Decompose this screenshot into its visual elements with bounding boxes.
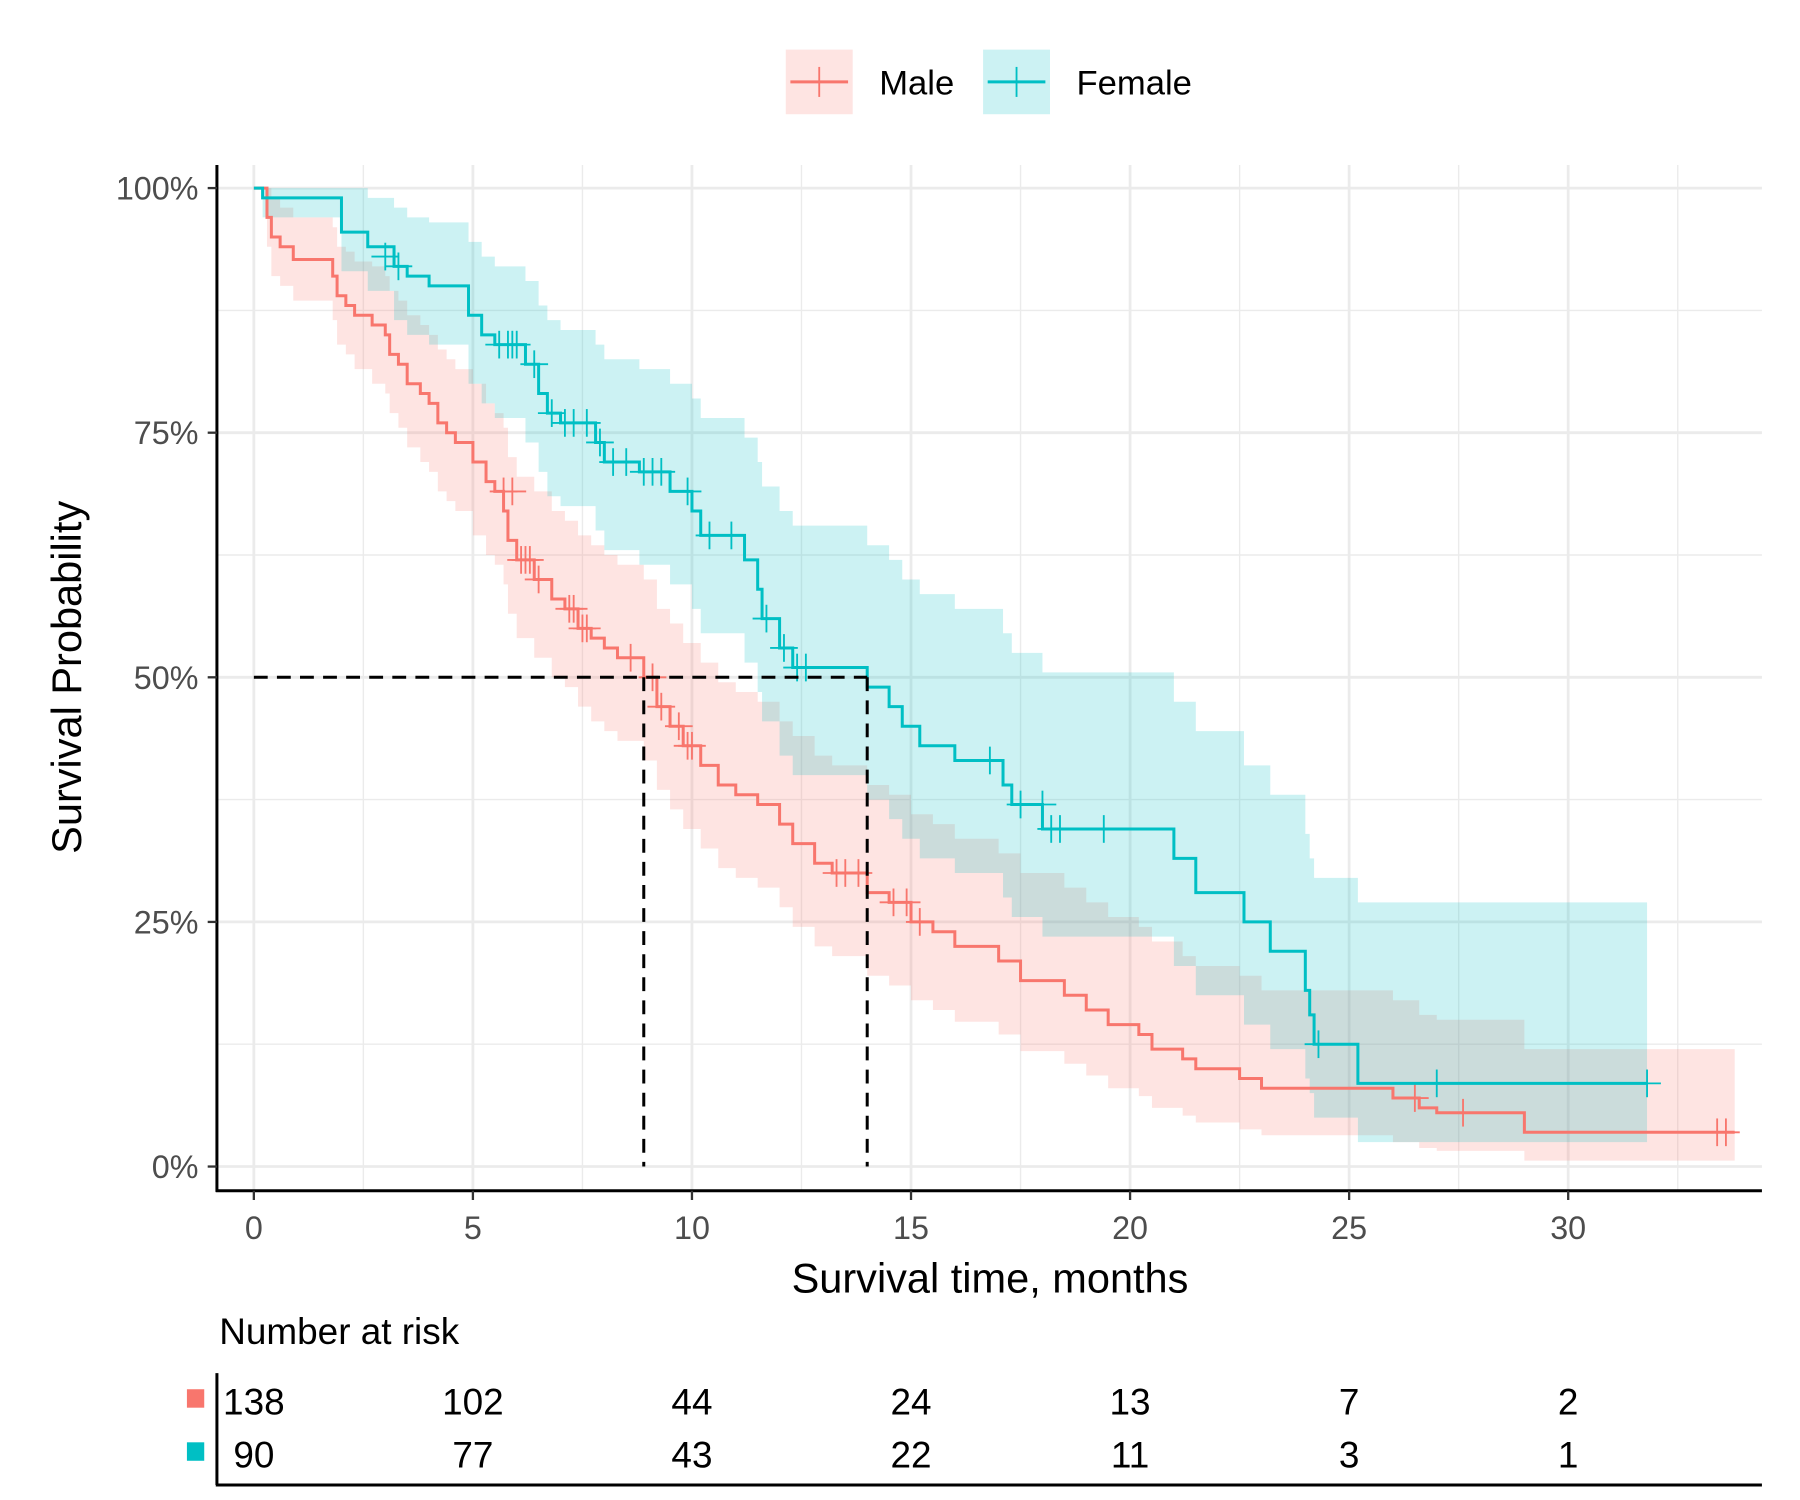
- survival-curve-female: [253, 186, 1648, 1085]
- censor-mark: [502, 330, 531, 359]
- risk-count: 90: [233, 1435, 274, 1476]
- legend-item-male: Male: [785, 49, 954, 115]
- censor-mark: [792, 653, 820, 682]
- censor-mark: [905, 908, 934, 936]
- risk-count: 22: [890, 1435, 931, 1476]
- censor-mark: [520, 350, 549, 379]
- risk-count: 2: [1558, 1382, 1579, 1423]
- censor-mark: [1712, 1118, 1740, 1147]
- x-tick-label: 15: [893, 1210, 929, 1246]
- risk-count: 44: [671, 1382, 712, 1423]
- risk-count: 13: [1110, 1382, 1151, 1423]
- risk-count: 102: [442, 1382, 504, 1423]
- risk-row-color-male: [186, 1389, 205, 1408]
- x-tick-label: 0: [245, 1210, 263, 1246]
- y-tick-label: 100%: [116, 171, 199, 207]
- censor-mark: [1422, 1069, 1451, 1098]
- censor-mark: [516, 546, 544, 574]
- risk-count: 7: [1339, 1382, 1360, 1423]
- censor-mark: [612, 448, 641, 476]
- y-tick-label: 0%: [152, 1149, 199, 1185]
- x-tick-label: 30: [1550, 1210, 1586, 1246]
- censor-mark: [1089, 815, 1118, 843]
- risk-row-color-female: [186, 1442, 205, 1461]
- legend-label: Male: [879, 65, 954, 103]
- survival-curve-male: [253, 186, 1735, 1134]
- censor-mark: [976, 746, 1004, 775]
- y-tick-label: 75%: [134, 415, 199, 451]
- risk-count: 1: [1558, 1435, 1579, 1476]
- x-tick-label: 5: [464, 1210, 482, 1246]
- ci-band-male: [253, 188, 1735, 1161]
- censor-mark: [524, 565, 553, 594]
- censor-mark: [1304, 1030, 1333, 1059]
- censor-mark: [498, 477, 527, 506]
- censor-mark: [384, 252, 413, 281]
- censor-mark: [559, 594, 588, 623]
- censor-mark: [572, 614, 601, 643]
- censor-mark: [664, 712, 693, 741]
- legend-item-female: Female: [983, 49, 1192, 115]
- x-axis-title: Survival time, months: [792, 1254, 1189, 1301]
- censor-mark: [892, 888, 921, 917]
- censor-mark: [647, 692, 676, 721]
- censor-mark: [673, 477, 702, 506]
- risk-table-title: Number at risk: [219, 1311, 459, 1352]
- censor-mark: [572, 409, 601, 437]
- censor-mark: [1046, 815, 1074, 843]
- x-tick-label: 20: [1112, 1210, 1148, 1246]
- y-tick-label: 25%: [134, 904, 199, 940]
- censor-mark: [752, 604, 781, 633]
- censor-mark: [1401, 1084, 1429, 1112]
- censor-mark: [616, 643, 645, 672]
- legend: Male Female: [785, 49, 1192, 115]
- risk-count: 11: [1111, 1435, 1149, 1476]
- ci-band-female: [253, 188, 1648, 1143]
- censor-mark: [678, 731, 706, 760]
- x-tick-label: 25: [1331, 1210, 1367, 1246]
- censor-mark: [586, 428, 614, 457]
- censor-mark: [1633, 1069, 1661, 1098]
- risk-table: 138 102 44 24 13 7 2 90 77 43 22 11 3 1: [186, 1373, 1762, 1487]
- censor-mark: [1028, 790, 1057, 819]
- y-axis-title: Survival Probability: [43, 501, 90, 854]
- risk-count: 3: [1339, 1435, 1360, 1476]
- risk-count: 43: [671, 1435, 712, 1476]
- censor-mark: [717, 521, 746, 550]
- censor-mark: [770, 634, 798, 662]
- plot-area: 0 5 10 15 20 25 30 0% 25% 50% 75% 100%: [116, 164, 1762, 1246]
- risk-count: 138: [223, 1382, 285, 1423]
- risk-count: 24: [890, 1382, 931, 1423]
- y-tick-label: 50%: [134, 660, 199, 696]
- legend-label: Female: [1077, 65, 1192, 103]
- censor-mark: [647, 457, 676, 486]
- risk-count: 77: [452, 1435, 493, 1476]
- x-tick-label: 10: [674, 1210, 710, 1246]
- censor-mark: [1449, 1098, 1477, 1127]
